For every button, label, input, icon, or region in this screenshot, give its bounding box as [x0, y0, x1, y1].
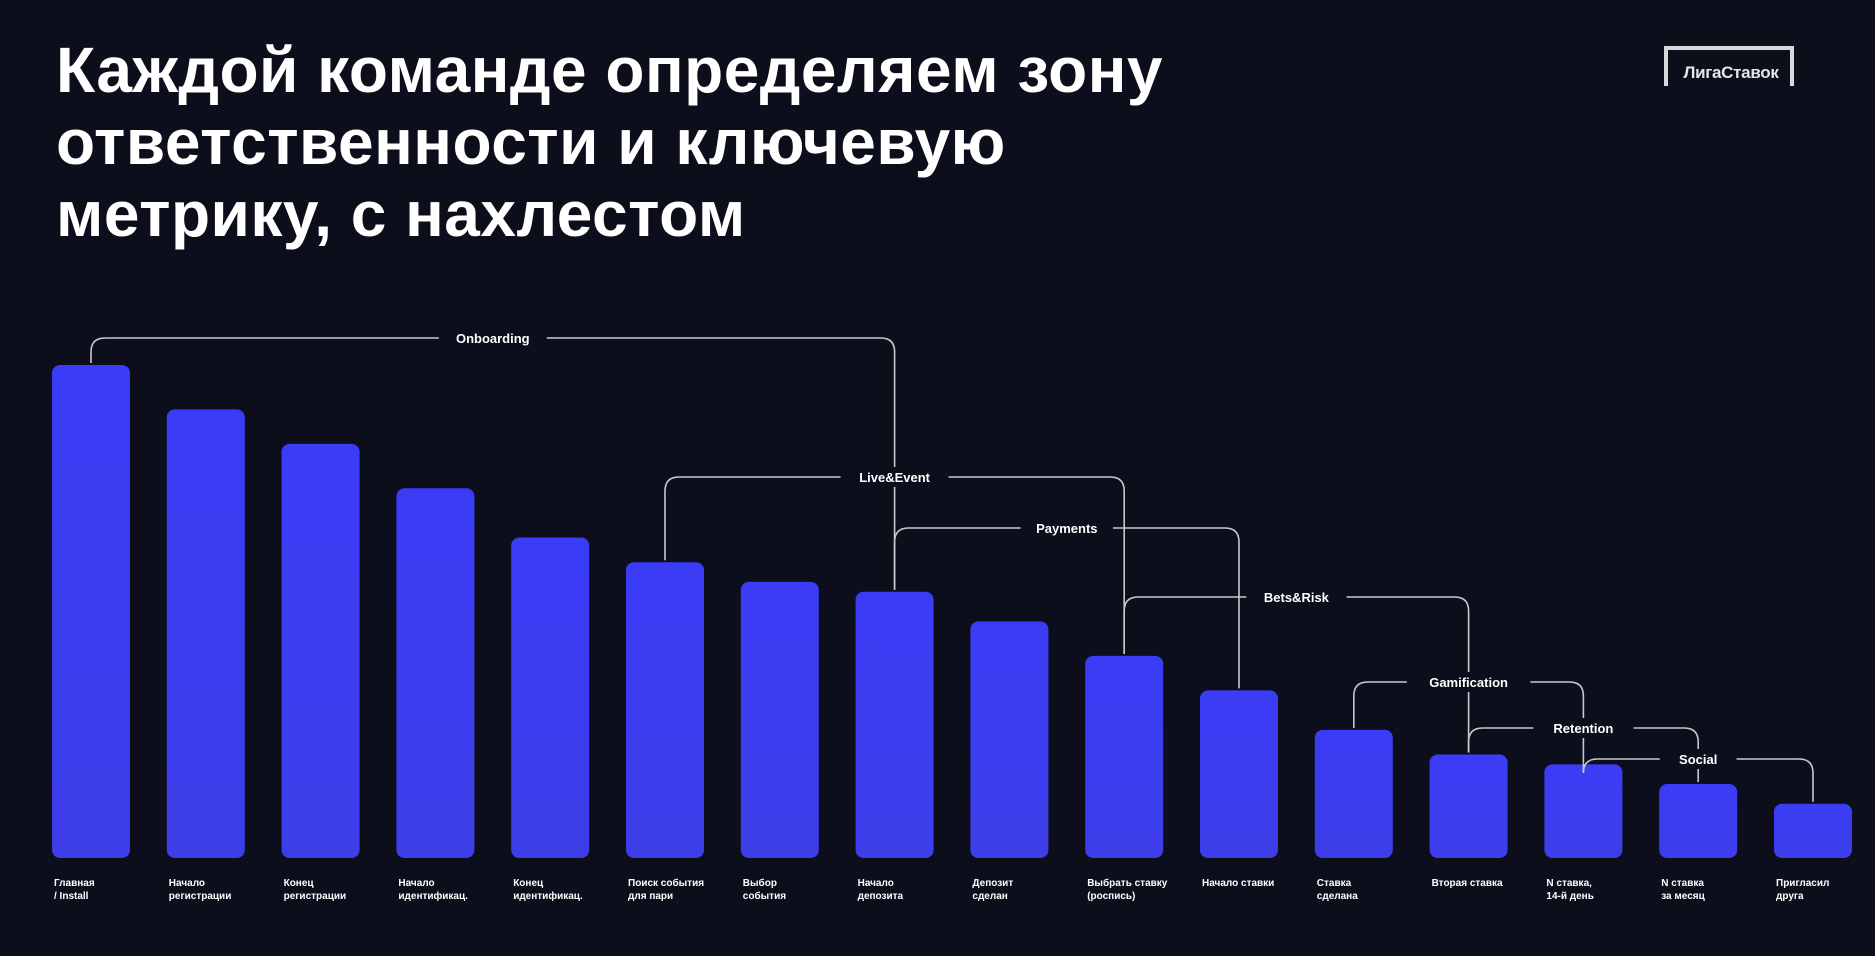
title-line: ответственности и ключевую [56, 106, 1006, 178]
category-label: Начало ставки [1202, 878, 1274, 889]
bar [855, 591, 934, 858]
bracket-label: Social [1679, 752, 1717, 767]
bracket-line [893, 527, 1240, 689]
bar [281, 443, 360, 858]
bar [52, 365, 130, 858]
category-label: N ставка, 14-й день [1546, 878, 1593, 902]
brackets-group: Onboarding Live&Event Payments Bets&Risk Gam… [90, 328, 1814, 802]
bracket-label: Onboarding [456, 331, 530, 346]
category-label: N ставка за месяц [1661, 878, 1705, 902]
category-label: Конец идентификац. [513, 878, 583, 902]
category-label: Конец регистрации [284, 878, 347, 902]
slide-title: Каждой команде определяем зону ответстве… [56, 34, 1556, 250]
category-label: Начало идентификац. [398, 878, 468, 902]
category-label-line: Начало [169, 878, 205, 889]
category-label-line: N ставка [1661, 878, 1704, 889]
bracket-label-bg [1246, 587, 1347, 607]
bracket-label-bg [1020, 518, 1113, 538]
category-label-line: Начало ставки [1202, 878, 1274, 889]
category-label-line: 14-й день [1546, 891, 1593, 902]
bar [1774, 803, 1852, 858]
bar [1085, 655, 1164, 858]
category-label-line: идентификац. [398, 890, 468, 902]
bar [626, 562, 704, 858]
bracket-label: Retention [1553, 721, 1613, 736]
category-label-line: идентификац. [513, 890, 583, 902]
category-label-line: (роспись) [1087, 891, 1135, 902]
category-label-line: Главная [54, 878, 95, 889]
category-label: Депозит сделан [972, 878, 1013, 902]
category-labels-group: Главная / Install Начало регистрации Конец ре… [54, 877, 1829, 902]
category-label: Выбрать ставку (роспись) [1087, 877, 1168, 902]
category-label-line: сделана [1317, 891, 1358, 902]
bar [396, 488, 475, 858]
category-label-line: события [743, 890, 786, 902]
category-label-line: / Install [54, 891, 89, 902]
category-label-line: Депозит [972, 878, 1013, 889]
logo-frame [1664, 46, 1794, 86]
bar [511, 537, 590, 858]
bar [740, 581, 819, 858]
category-label-line: N ставка, [1546, 878, 1592, 889]
category-label-line: Выбор [743, 877, 777, 889]
bar [1314, 729, 1393, 858]
category-label-line: Конец [513, 878, 544, 889]
company-logo: ЛигаСтавок [1664, 46, 1798, 88]
category-label-line: за месяц [1661, 891, 1705, 902]
category-label: Начало регистрации [169, 878, 232, 902]
category-label-line: Начало [398, 878, 434, 889]
category-label: Поиск события для пари [628, 877, 704, 902]
title-line: Каждой команде определяем зону [56, 34, 1163, 106]
category-label: Главная / Install [54, 878, 95, 902]
bar [166, 409, 245, 858]
bracket-label: Live&Event [859, 470, 930, 485]
category-label: Ставка сделана [1317, 878, 1358, 902]
logo-text: ЛигаСтавок [1683, 63, 1779, 82]
category-label-line: друга [1776, 891, 1804, 902]
category-label: Пригласил друга [1776, 878, 1829, 902]
bracket-label: Payments [1036, 521, 1097, 536]
bar [970, 621, 1049, 858]
bracket-label-bg [840, 467, 949, 487]
category-label-line: Конец [284, 878, 315, 889]
category-label-line: Поиск события [628, 877, 704, 889]
category-label-line: Начало [858, 878, 894, 889]
category-label: Начало депозита [858, 878, 904, 902]
category-label-line: Ставка [1317, 878, 1352, 889]
category-label: Вторая ставка [1432, 878, 1503, 889]
category-label: Выбор события [743, 877, 786, 902]
bars-group [52, 365, 1852, 858]
category-label-line: депозита [858, 891, 904, 902]
category-label-line: Вторая ставка [1432, 878, 1503, 889]
category-label-line: сделан [972, 891, 1007, 902]
category-label-line: Пригласил [1776, 878, 1829, 889]
bar [1544, 764, 1623, 858]
bracket-label: Bets&Risk [1264, 590, 1330, 605]
category-label-line: регистрации [169, 891, 232, 902]
bar [1200, 690, 1278, 858]
bracket-label-bg [1659, 749, 1737, 769]
category-label-line: Выбрать ставку [1087, 877, 1168, 889]
title-line: метрику, с нахлестом [56, 178, 746, 250]
category-label-line: регистрации [284, 891, 347, 902]
bracket-label: Gamification [1429, 675, 1508, 690]
bar [1659, 784, 1738, 858]
bracket-label-bg [1533, 718, 1634, 738]
category-label-line: для пари [628, 891, 673, 902]
bracket-label-bg [1406, 672, 1531, 692]
bar [1429, 754, 1508, 858]
bracket-label-bg [438, 328, 547, 348]
